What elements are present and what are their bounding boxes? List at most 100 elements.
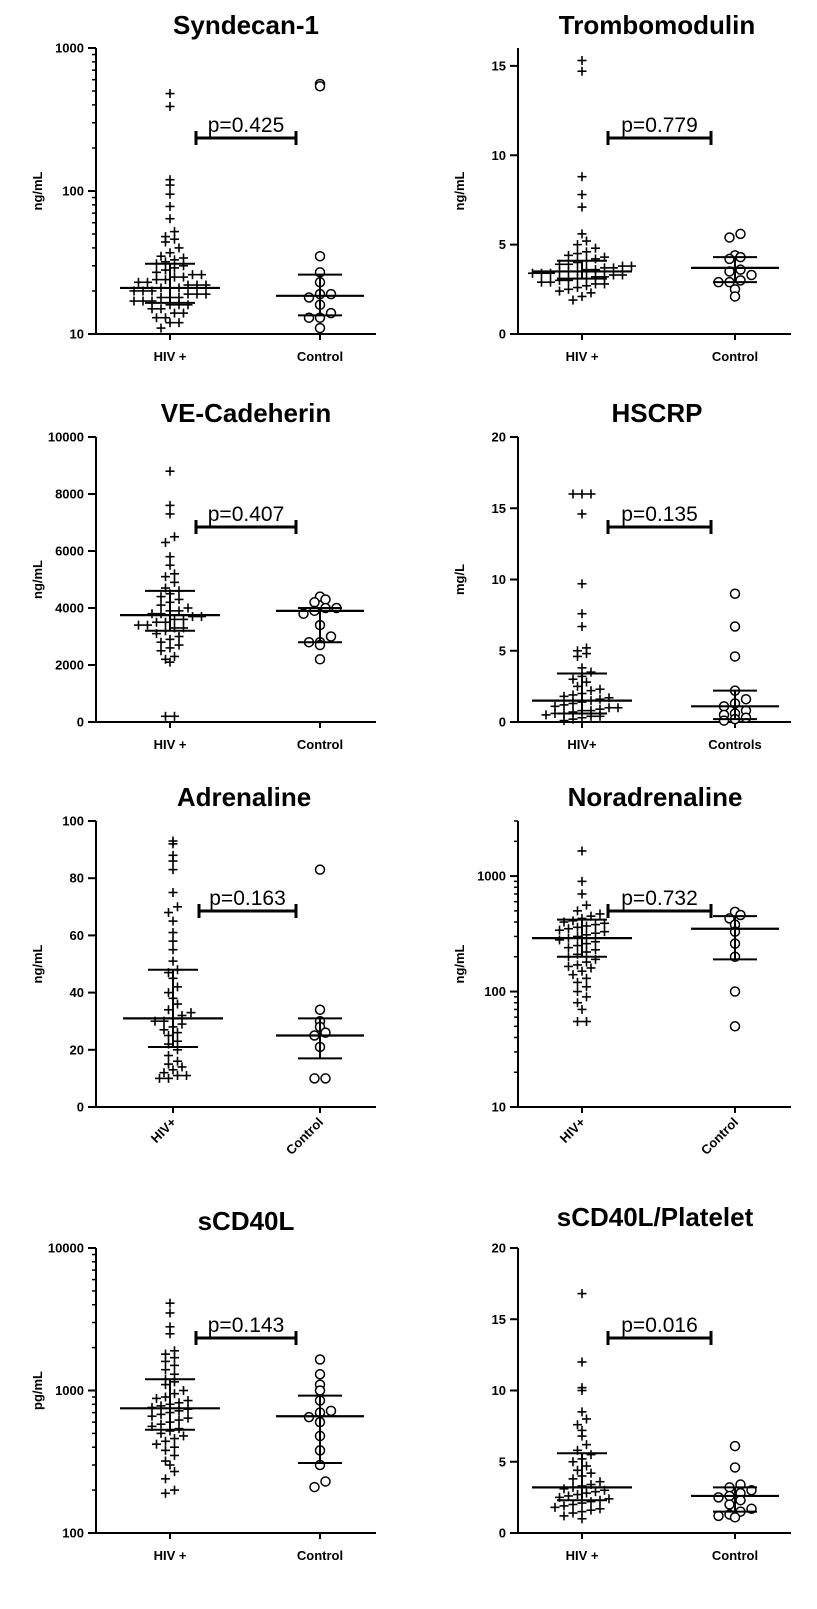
y-tick-label: 100 (484, 984, 506, 999)
data-point-circle (314, 1385, 326, 1396)
y-tick-label: 100 (62, 1526, 84, 1541)
data-point-circle (314, 1369, 326, 1380)
significance-bracket (606, 520, 713, 534)
data-point-plus (582, 236, 591, 246)
data-point-plus (164, 1031, 173, 1040)
data-point-plus (165, 1329, 175, 1339)
x-category-label: HIV+ (557, 1114, 589, 1146)
data-point-plus (177, 1019, 187, 1029)
y-tick-label: 15 (492, 58, 506, 73)
data-point-plus (586, 686, 596, 696)
data-point-circle (309, 1481, 320, 1493)
data-point-plus (156, 592, 166, 602)
data-point-plus (174, 640, 184, 650)
data-point-plus (164, 1051, 173, 1061)
data-point-plus (582, 1488, 591, 1498)
data-point-plus (555, 935, 564, 945)
data-point-plus (179, 1386, 188, 1395)
y-tick-label: 0 (77, 715, 84, 730)
data-point-plus (559, 691, 569, 701)
data-point-plus (595, 684, 605, 694)
p-value-label: p=0.732 (621, 887, 698, 910)
data-point-circle (729, 1021, 741, 1032)
data-point-plus (168, 839, 178, 849)
data-point-plus (143, 277, 152, 287)
p-value-label: p=0.143 (208, 1314, 285, 1337)
data-point-plus (188, 612, 197, 622)
data-point-plus (161, 1436, 170, 1446)
data-point-plus (577, 876, 587, 886)
data-point-plus (564, 924, 573, 934)
panel-2: Trombomodulin 0 5 10 15 ng/mL HIV + Control p=0.… (452, 10, 791, 364)
data-point-plus (152, 1439, 161, 1449)
x-category-label: Control (712, 349, 758, 364)
data-point-plus (582, 1017, 591, 1027)
y-tick-label: 20 (70, 1042, 84, 1057)
data-point-plus (577, 609, 587, 619)
data-point-plus (147, 304, 157, 314)
data-point-plus (174, 243, 184, 253)
data-point-plus (568, 674, 578, 684)
data-point-plus (159, 1068, 169, 1078)
y-tick-label: 1000 (477, 869, 506, 884)
data-point-plus (161, 313, 170, 323)
y-axis-label: ng/mL (30, 171, 45, 210)
data-point-plus (156, 304, 166, 314)
data-point-circle (320, 594, 331, 605)
data-point-plus (168, 956, 178, 966)
data-point-plus (156, 609, 166, 619)
data-point-plus (183, 1413, 193, 1423)
data-point-plus (168, 865, 178, 875)
data-point-plus (559, 1511, 569, 1521)
data-point-plus (161, 1488, 170, 1498)
data-point-plus (161, 265, 170, 275)
data-point-plus (168, 1065, 178, 1075)
data-point-plus (577, 1514, 587, 1524)
data-point-plus (582, 992, 591, 1002)
p-value-label: p=0.425 (208, 114, 285, 137)
data-point-plus (168, 928, 178, 938)
data-point-plus (568, 690, 578, 700)
data-point-plus (595, 1504, 605, 1514)
panel-title: Syndecan-1 (173, 10, 319, 40)
x-category-label: HIV + (566, 349, 599, 364)
data-point-plus (559, 700, 569, 710)
data-point-circle (735, 228, 746, 240)
data-point-plus (173, 999, 182, 1009)
data-point-plus (577, 1386, 587, 1395)
data-point-plus (170, 651, 179, 661)
data-point-plus (161, 237, 170, 247)
data-point-plus (564, 250, 573, 260)
data-point-plus (170, 532, 179, 542)
data-point-plus (586, 489, 596, 499)
data-point-circle (729, 588, 741, 599)
data-point-plus (573, 240, 582, 250)
y-tick-label: 10000 (48, 1241, 84, 1256)
data-point-circle (724, 253, 735, 265)
data-point-plus (177, 1062, 187, 1072)
data-point-plus (568, 1474, 578, 1484)
data-point-plus (555, 925, 564, 935)
data-point-plus (165, 643, 175, 653)
y-axis-label: ng/mL (30, 560, 45, 599)
data-point-plus (577, 1004, 587, 1014)
data-point-plus (165, 552, 175, 562)
data-point-plus (170, 1360, 179, 1370)
x-category-label: HIV + (154, 349, 187, 364)
data-point-plus (173, 902, 182, 912)
data-point-plus (173, 1071, 182, 1081)
data-point-plus (600, 279, 609, 289)
data-point-plus (147, 609, 157, 619)
panel-6: Noradrenaline 10 100 1000 ng/mL HIV+ Control p=… (452, 782, 791, 1158)
y-axis-label: pg/mL (30, 1371, 45, 1410)
data-point-circle (309, 1073, 320, 1084)
data-point-plus (152, 313, 161, 323)
data-point-plus (546, 268, 555, 278)
data-point-plus (600, 927, 609, 937)
panel-title: VE-Cadeherin (161, 398, 332, 428)
y-tick-label: 15 (492, 501, 506, 516)
y-tick-label: 10000 (48, 430, 84, 445)
data-point-plus (197, 612, 206, 622)
data-point-plus (161, 1380, 170, 1390)
x-category-label: Controls (708, 737, 761, 752)
